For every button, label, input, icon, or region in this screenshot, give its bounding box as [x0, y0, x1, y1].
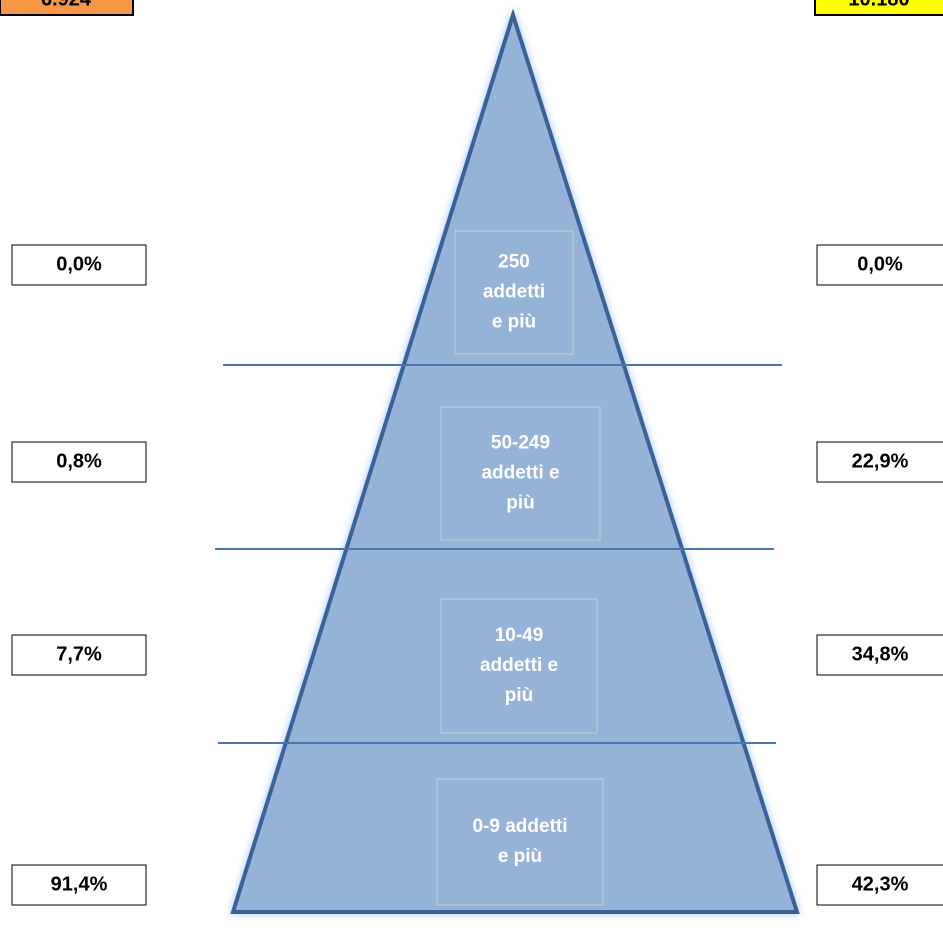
value-box [816, 244, 943, 286]
level-box [454, 230, 574, 355]
pyramid [230, 8, 800, 914]
level-label: più [506, 493, 535, 514]
right-value: 42,3% [852, 873, 909, 895]
value-box [11, 634, 147, 676]
left-total-box [0, 0, 134, 16]
right-value: 34,8% [852, 643, 909, 665]
right-value: 22,9% [852, 450, 909, 472]
left-value: 0,0% [56, 253, 102, 275]
right-value: 0,0% [857, 253, 903, 275]
left-value: 91,4% [51, 873, 108, 895]
level-box [440, 598, 598, 734]
level-box [440, 406, 601, 541]
level-label: addetti e [481, 463, 559, 484]
level-label: e più [492, 312, 536, 333]
left-total: 6.924 [41, 0, 92, 10]
level-label: addetti [483, 282, 545, 303]
level-label: 0-9 addetti [472, 816, 567, 837]
value-box [816, 441, 943, 483]
value-box [11, 244, 147, 286]
level-label: 10-49 [495, 625, 544, 646]
right-total-box [814, 0, 943, 16]
level-label: più [505, 685, 534, 706]
value-box [11, 441, 147, 483]
level-box [436, 778, 604, 906]
level-label: e più [498, 846, 542, 867]
value-box [816, 634, 943, 676]
level-label: 250 [498, 252, 530, 273]
left-value: 0,8% [56, 450, 102, 472]
level-label: addetti e [480, 655, 558, 676]
value-box [816, 864, 943, 906]
right-total: 10.180 [848, 0, 909, 10]
value-box [11, 864, 147, 906]
left-value: 7,7% [56, 643, 102, 665]
level-label: 50-249 [491, 433, 550, 454]
